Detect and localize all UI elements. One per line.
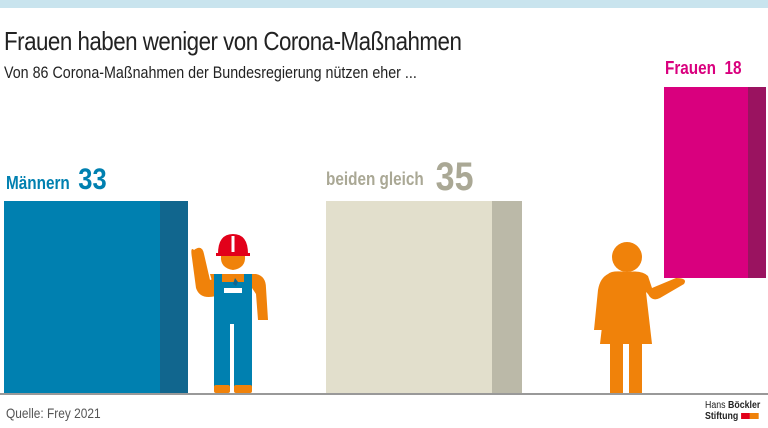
bar-label-value: 18: [724, 58, 742, 78]
bar-label-maenner: Männern 33: [6, 163, 107, 197]
bar-frauen: [664, 87, 768, 278]
worker-man-icon: [191, 234, 268, 393]
chart-title: Frauen haben weniger von Corona-Maßnahme…: [4, 26, 462, 56]
bar-label-beide: beiden gleich 35: [326, 155, 474, 200]
logo-text-hans: Hans: [705, 400, 728, 411]
bar-front: [4, 201, 160, 393]
top-accent-bar: [0, 0, 768, 8]
bar-front: [664, 87, 750, 278]
baseline: [0, 393, 768, 395]
woman-icon: [594, 242, 685, 394]
logo-red-square-icon: [740, 413, 750, 420]
bar-side: [160, 201, 188, 393]
bar-front: [326, 201, 492, 393]
chart-subtitle: Von 86 Corona-Maßnahmen der Bundesregier…: [4, 63, 417, 82]
hans-boeckler-logo: Hans Böckler Stiftung: [705, 400, 760, 422]
bar-label-value: 33: [78, 163, 107, 196]
bar-label-name: Männern: [6, 173, 70, 193]
bar-label-value: 35: [435, 155, 474, 199]
bar-beide: [326, 201, 522, 393]
source-note: Quelle: Frey 2021: [6, 405, 101, 421]
bar-side: [748, 87, 766, 278]
logo-text-stiftung: Stiftung: [705, 411, 739, 422]
bar-maenner: [4, 201, 188, 393]
bar-label-name: Frauen: [665, 58, 717, 78]
logo-text-boeckler: Böckler: [727, 400, 761, 411]
bar-side: [492, 201, 522, 393]
bar-label-frauen: Frauen 18: [665, 58, 742, 79]
logo-orange-square-icon: [749, 413, 759, 420]
bar-label-name: beiden gleich: [326, 169, 424, 189]
